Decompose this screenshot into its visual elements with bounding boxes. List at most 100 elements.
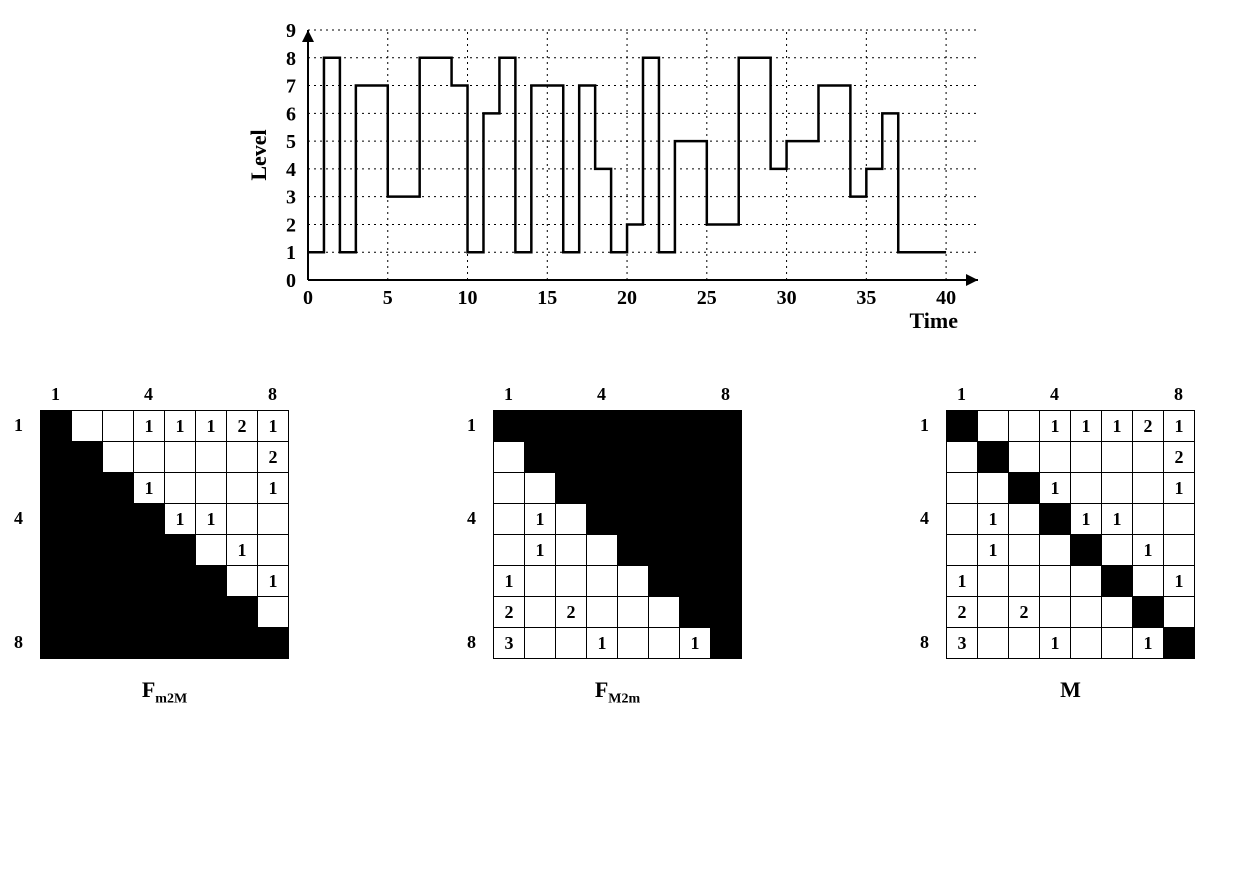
matrix-cell <box>41 628 72 659</box>
matrix-cell <box>103 566 134 597</box>
matrix-cell: 2 <box>556 597 587 628</box>
matrix-cell <box>72 597 103 628</box>
svg-text:30: 30 <box>776 287 796 309</box>
chart-svg: 05101520253035400123456789TimeLevel <box>238 20 998 330</box>
matrix-cell <box>587 411 618 442</box>
matrix-cell <box>711 597 742 628</box>
matrix-cell <box>41 504 72 535</box>
matrix-cell: 2 <box>1164 442 1195 473</box>
matrix-wrap: 148148111212111111 <box>40 410 289 659</box>
matrix-cell <box>41 535 72 566</box>
matrix-cell <box>1133 597 1164 628</box>
matrix-cell <box>618 566 649 597</box>
matrix-cell: 1 <box>978 535 1009 566</box>
matrix-cell <box>947 442 978 473</box>
svg-text:2: 2 <box>286 214 296 236</box>
matrix-cell <box>165 628 196 659</box>
matrix-cell <box>618 473 649 504</box>
matrix-cell: 1 <box>196 411 227 442</box>
matrix-cell: 1 <box>1071 411 1102 442</box>
matrix-cell <box>978 566 1009 597</box>
matrix-cell: 1 <box>1040 411 1071 442</box>
matrix-cell <box>649 411 680 442</box>
matrix-cell <box>227 442 258 473</box>
matrix-cell <box>649 504 680 535</box>
matrix-grid: 11121211111111122311 <box>946 410 1195 659</box>
matrix-cell <box>1009 628 1040 659</box>
matrix-cell <box>103 597 134 628</box>
matrix-cell <box>227 504 258 535</box>
matrix-cell <box>72 504 103 535</box>
matrix-cell <box>1071 473 1102 504</box>
matrix-cell <box>134 566 165 597</box>
matrix-cell <box>587 473 618 504</box>
matrix-cell <box>134 597 165 628</box>
matrix-cell <box>680 473 711 504</box>
matrix-cell: 1 <box>165 504 196 535</box>
matrices-row: 148148111212111111Fm2M14814811122311FM2m… <box>20 410 1215 707</box>
matrix-cell <box>1009 442 1040 473</box>
matrix-cell: 1 <box>1164 566 1195 597</box>
matrix-cell <box>947 504 978 535</box>
matrix-cell: 1 <box>1102 504 1133 535</box>
matrix-cell <box>525 597 556 628</box>
matrix-cell: 1 <box>947 566 978 597</box>
svg-text:6: 6 <box>286 103 296 125</box>
matrix-cell <box>165 442 196 473</box>
matrix-cell <box>1071 566 1102 597</box>
matrix-cell <box>494 442 525 473</box>
matrix-cell <box>680 504 711 535</box>
matrix-cell <box>1009 411 1040 442</box>
matrix-cell <box>556 504 587 535</box>
matrix-cell <box>72 566 103 597</box>
matrix-cell <box>72 411 103 442</box>
matrix-cell <box>649 628 680 659</box>
matrix-cell <box>947 473 978 504</box>
matrix-row-labels: 148 <box>467 410 476 659</box>
level-time-step-chart: 05101520253035400123456789TimeLevel <box>238 20 998 330</box>
matrix-cell: 1 <box>494 566 525 597</box>
matrix-caption: Fm2M <box>142 677 187 707</box>
svg-text:0: 0 <box>286 270 296 292</box>
matrix-cell <box>1133 504 1164 535</box>
svg-text:10: 10 <box>457 287 477 309</box>
matrix-cell <box>494 411 525 442</box>
matrix-cell <box>1102 442 1133 473</box>
matrix-cell: 2 <box>258 442 289 473</box>
matrix-wrap: 14814811122311 <box>493 410 742 659</box>
matrix-cell: 1 <box>525 535 556 566</box>
matrix-cell <box>103 473 134 504</box>
matrix-cell <box>1133 473 1164 504</box>
matrix-cell <box>72 535 103 566</box>
matrix-cell <box>556 566 587 597</box>
matrix-cell <box>978 473 1009 504</box>
matrix-grid: 11122311 <box>493 410 742 659</box>
svg-text:4: 4 <box>286 159 296 181</box>
matrix-cell <box>711 504 742 535</box>
matrix-cell <box>711 411 742 442</box>
matrix-cell <box>134 628 165 659</box>
matrix-cell <box>494 504 525 535</box>
matrix-cell <box>947 535 978 566</box>
matrix-row-labels: 148 <box>920 410 929 659</box>
matrix-M: 14814811121211111111122311M <box>946 410 1195 707</box>
svg-text:9: 9 <box>286 20 296 42</box>
matrix-cell <box>649 597 680 628</box>
svg-text:0: 0 <box>303 287 313 309</box>
matrix-cell: 1 <box>1164 473 1195 504</box>
matrix-cell <box>227 628 258 659</box>
matrix-cell <box>1102 597 1133 628</box>
matrix-cell: 2 <box>494 597 525 628</box>
matrix-cell <box>978 442 1009 473</box>
matrix-cell <box>103 411 134 442</box>
matrix-cell: 1 <box>1040 473 1071 504</box>
matrix-cell <box>711 473 742 504</box>
matrix-cell <box>680 535 711 566</box>
matrix-cell <box>978 411 1009 442</box>
matrix-cell <box>165 535 196 566</box>
svg-text:7: 7 <box>286 76 296 98</box>
matrix-cell: 1 <box>1040 628 1071 659</box>
matrix-cell <box>587 504 618 535</box>
matrix-cell <box>649 566 680 597</box>
matrix-col-labels: 148 <box>40 384 289 405</box>
